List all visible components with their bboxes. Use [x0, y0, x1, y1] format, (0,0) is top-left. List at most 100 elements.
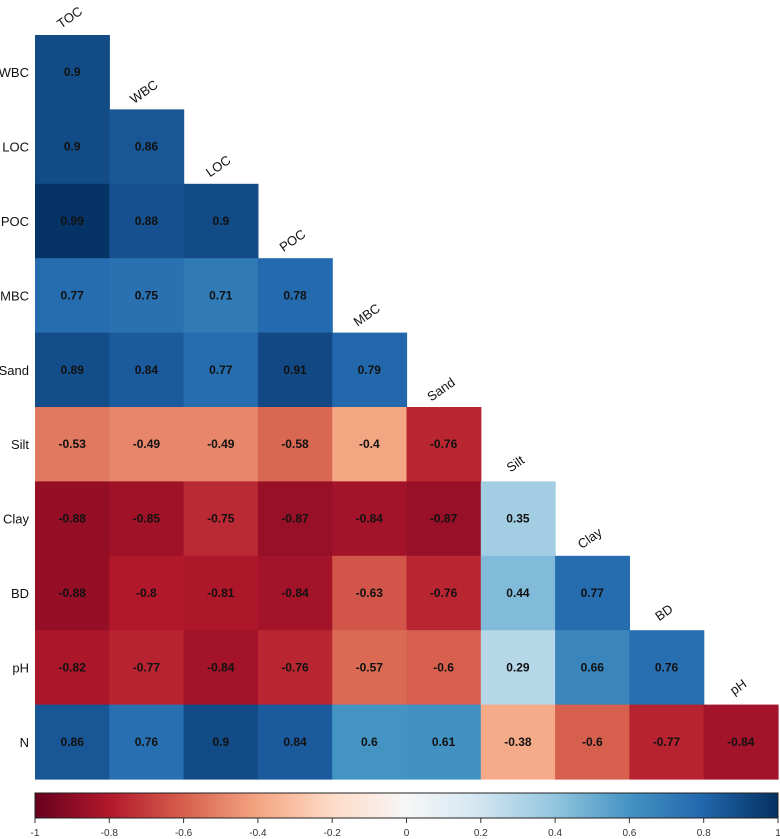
cell-value-label: -0.49: [207, 437, 235, 451]
colorbar-ticks: -1 -0.8 -0.6 -0.4 -0.2 0 0.2 0.4 0.6 0.8 1: [31, 818, 780, 839]
column-label: LOC: [203, 152, 234, 180]
heatmap-cell: [257, 258, 333, 334]
heatmap-cell: [183, 630, 259, 706]
cell-value-label: 0.77: [61, 288, 85, 302]
heatmap-cell: [183, 258, 259, 334]
cell-value-label: -0.76: [430, 437, 458, 451]
heatmap-cell: [35, 630, 110, 706]
heatmap-cell: [332, 407, 408, 482]
row-label: N: [20, 735, 29, 750]
heatmap-cell: [109, 704, 185, 780]
heatmap-cell: [183, 407, 259, 482]
heatmap-cell: [480, 630, 556, 706]
colorbar-gradient: [34, 792, 779, 819]
colorbar-tick-label: 0.6: [622, 828, 636, 839]
heatmap-cell: [35, 183, 110, 259]
cell-value-label: -0.76: [281, 660, 309, 674]
heatmap-cell: [257, 407, 333, 482]
column-label: Sand: [424, 374, 457, 404]
cell-value-label: -0.57: [356, 660, 384, 674]
cell-value-label: -0.58: [281, 437, 309, 451]
heatmap-cell: [406, 481, 482, 557]
column-label: Clay: [575, 524, 605, 551]
colorbar-tick-label: -0.4: [249, 828, 267, 839]
column-label: BD: [652, 601, 675, 624]
cell-value-label: -0.4: [359, 437, 380, 451]
heatmap-cell: [183, 704, 259, 780]
cell-value-label: -0.76: [430, 586, 458, 600]
cell-value-label: 0.29: [506, 660, 530, 674]
cell-value-label: -0.77: [133, 660, 161, 674]
heatmap-cell: [406, 630, 482, 706]
cell-value-label: 0.88: [135, 214, 159, 228]
cell-value-label: -0.81: [207, 586, 235, 600]
colorbar-tick-label: 0.2: [474, 828, 488, 839]
heatmap-cell: [629, 630, 705, 706]
row-label: LOC: [2, 140, 29, 155]
cell-value-label: 0.89: [61, 363, 85, 377]
cell-value-label: -0.82: [59, 660, 87, 674]
cell-value-label: -0.63: [356, 586, 384, 600]
heatmap-cell: [406, 555, 482, 631]
colorbar-tick-label: -0.2: [324, 828, 342, 839]
heatmap-cell: [109, 407, 185, 482]
cell-value-label: 0.86: [61, 735, 85, 749]
cell-value-label: -0.75: [207, 512, 235, 526]
heatmap-cell: [555, 555, 630, 631]
cell-value-label: 0.76: [655, 660, 679, 674]
cell-value-label: 0.76: [135, 735, 159, 749]
heatmap-cell: [555, 630, 630, 706]
heatmap-cell: [109, 332, 185, 408]
cell-value-label: -0.6: [582, 735, 603, 749]
heatmap-cell: [109, 109, 185, 185]
cell-value-label: 0.91: [283, 363, 307, 377]
cell-value-label: 0.44: [506, 586, 530, 600]
heatmap-cell: [183, 481, 259, 557]
colorbar-tick-label: -0.6: [175, 828, 193, 839]
cell-value-label: -0.84: [727, 735, 755, 749]
cell-value-label: -0.49: [133, 437, 161, 451]
cell-value-label: 0.35: [506, 512, 530, 526]
colorbar-tick-label: 1: [775, 828, 780, 839]
row-label: BD: [11, 586, 29, 601]
column-label: MBC: [351, 300, 383, 329]
heatmap-cell: [257, 481, 333, 557]
row-label: POC: [1, 214, 29, 229]
row-label: WBC: [0, 65, 29, 80]
row-label: Clay: [3, 512, 30, 527]
heatmap-cell: [480, 481, 556, 557]
heatmap-cell: [35, 258, 110, 334]
cell-value-label: -0.6: [433, 660, 454, 674]
cell-value-label: 0.9: [212, 214, 229, 228]
cell-value-label: 0.6: [361, 735, 378, 749]
cell-value-label: -0.84: [281, 586, 309, 600]
colorbar: -1 -0.8 -0.6 -0.4 -0.2 0 0.2 0.4 0.6 0.8 1: [31, 792, 780, 839]
colorbar-tick-label: -1: [31, 828, 40, 839]
cell-value-label: -0.88: [59, 512, 87, 526]
cell-value-label: 0.99: [61, 214, 85, 228]
cell-value-label: -0.77: [653, 735, 681, 749]
row-label: pH: [12, 660, 29, 675]
heatmap-cell: [332, 332, 408, 408]
cell-value-label: 0.84: [135, 363, 159, 377]
heatmap-cell: [332, 630, 408, 706]
column-label: pH: [727, 676, 749, 698]
cell-value-label: -0.87: [430, 512, 458, 526]
column-label: TOC: [54, 3, 85, 31]
cell-value-label: 0.86: [135, 140, 159, 154]
cell-value-label: -0.87: [281, 512, 309, 526]
heatmap-cell: [109, 183, 185, 259]
heatmap-cell: [35, 407, 110, 482]
heatmap-cell: [109, 555, 185, 631]
heatmap-cell: [257, 555, 333, 631]
heatmap-cell: [35, 555, 110, 631]
cell-value-label: 0.79: [358, 363, 382, 377]
heatmap-cell: [35, 332, 110, 408]
heatmap-cell: [257, 630, 333, 706]
heatmap-cell: [183, 555, 259, 631]
cell-value-label: 0.9: [212, 735, 229, 749]
heatmap-cell: [109, 630, 185, 706]
cell-value-label: 0.77: [209, 363, 233, 377]
column-label: POC: [277, 226, 309, 254]
